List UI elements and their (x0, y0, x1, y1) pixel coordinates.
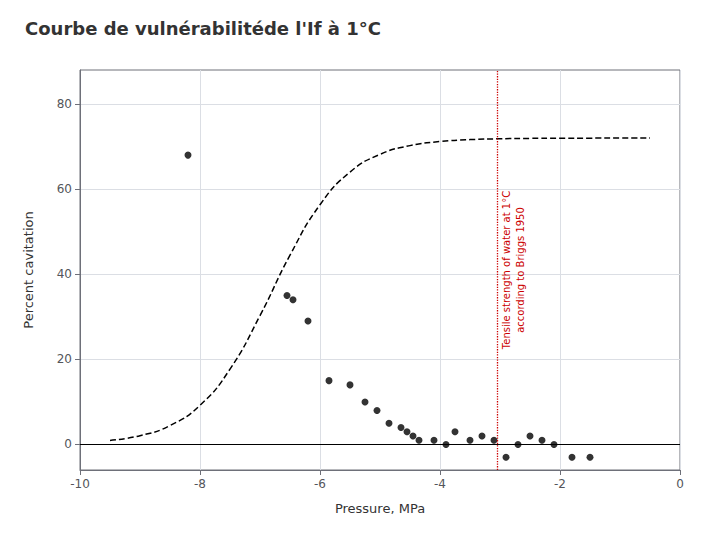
svg-text:Courbe de vulnérabilitéde l'If: Courbe de vulnérabilitéde l'If à 1°C (25, 18, 381, 39)
svg-text:Pressure, MPa: Pressure, MPa (335, 501, 425, 516)
svg-text:80: 80 (57, 97, 72, 111)
svg-text:-4: -4 (434, 477, 446, 491)
svg-text:-6: -6 (314, 477, 326, 491)
svg-text:0: 0 (676, 477, 684, 491)
svg-text:-10: -10 (70, 477, 90, 491)
svg-text:40: 40 (57, 267, 72, 281)
svg-text:Percent cavitation: Percent cavitation (21, 211, 36, 328)
svg-text:Tensile strength of water at 1: Tensile strength of water at 1°C (501, 191, 512, 350)
svg-text:60: 60 (57, 182, 72, 196)
svg-text:20: 20 (57, 352, 72, 366)
svg-text:-2: -2 (554, 477, 566, 491)
svg-text:0: 0 (64, 437, 72, 451)
svg-text:according to Briggs 1950: according to Briggs 1950 (515, 207, 526, 333)
svg-text:-8: -8 (194, 477, 206, 491)
